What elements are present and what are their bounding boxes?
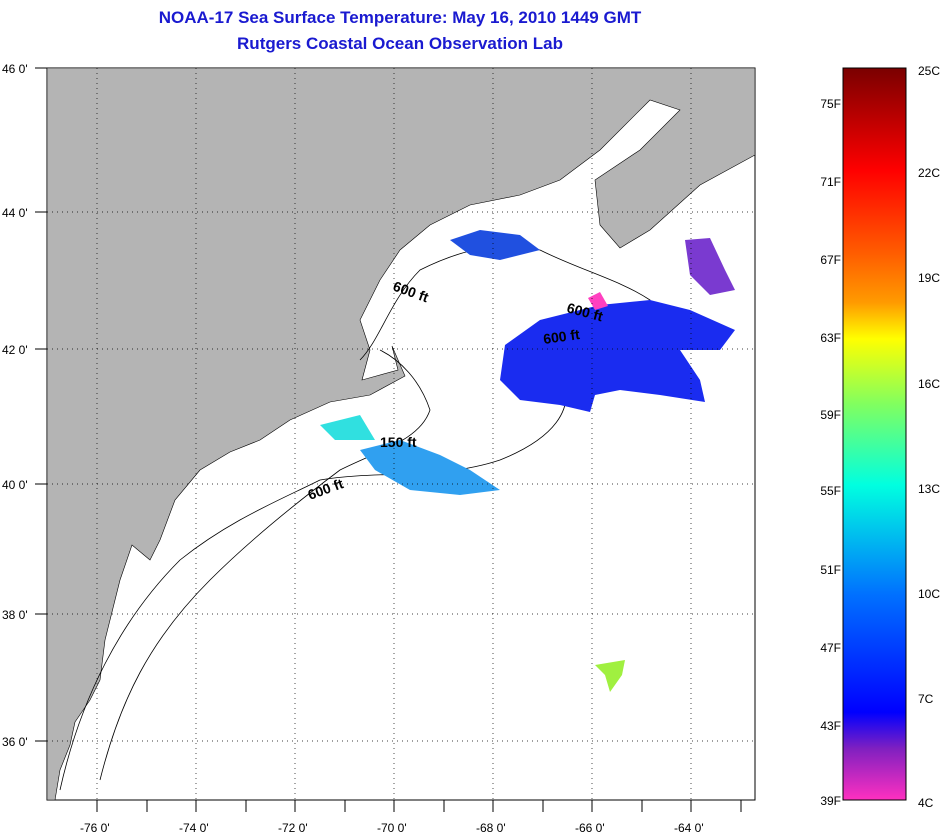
colorbar-f-label: 43F (820, 719, 841, 733)
map-subtitle: Rutgers Coastal Ocean Observation Lab (237, 34, 563, 53)
sst-patch-magenta (588, 292, 608, 310)
lon-label: -72 0' (278, 821, 308, 835)
colorbar-f-label: 55F (820, 484, 841, 498)
land-mass (46, 67, 756, 801)
celsius-labels: 25C 22C 19C 16C 13C 10C 7C 4C (918, 64, 940, 810)
contour-label: 150 ft (380, 434, 417, 450)
colorbar-f-label: 75F (820, 97, 841, 111)
lon-label: -76 0' (80, 821, 110, 835)
colorbar-f-label: 47F (820, 641, 841, 655)
colorbar-c-label: 13C (918, 482, 940, 496)
colorbar-c-label: 22C (918, 166, 940, 180)
colorbar-c-label: 7C (918, 692, 934, 706)
map-title: NOAA-17 Sea Surface Temperature: May 16,… (158, 8, 642, 27)
ticks (35, 67, 742, 812)
colorbar-c-label: 25C (918, 64, 940, 78)
colorbar-c-label: 4C (918, 796, 934, 810)
sst-patch-north (450, 230, 540, 260)
colorbar-f-label: 39F (820, 794, 841, 808)
grid (47, 68, 755, 800)
colorbar-f-label: 59F (820, 408, 841, 422)
lat-label: 36 0' (2, 735, 28, 749)
lat-label: 38 0' (2, 608, 28, 622)
sst-patch-cyan (320, 415, 375, 440)
sst-patch-purple (685, 238, 735, 295)
colorbar-c-label: 19C (918, 271, 940, 285)
contour-label: 600 ft (542, 326, 581, 347)
lat-label: 40 0' (2, 478, 28, 492)
colorbar-c-label: 16C (918, 377, 940, 391)
lon-label: -70 0' (377, 821, 407, 835)
colorbar-f-label: 71F (820, 175, 841, 189)
colorbar-f-label: 63F (820, 331, 841, 345)
longitude-labels: -76 0' -74 0' -72 0' -70 0' -68 0' -66 0… (80, 821, 704, 835)
lon-label: -64 0' (674, 821, 704, 835)
colorbar: 75F 71F 67F 63F 59F 55F 51F 47F 43F 39F … (820, 64, 940, 810)
lat-label: 42 0' (2, 343, 28, 357)
latitude-labels: 46 0' 44 0' 42 0' 40 0' 38 0' 36 0' (2, 62, 28, 749)
lat-label: 44 0' (2, 206, 28, 220)
map-frame (35, 67, 756, 812)
colorbar-c-label: 10C (918, 587, 940, 601)
lat-label: 46 0' (2, 62, 28, 76)
colorbar-f-label: 67F (820, 253, 841, 267)
lon-label: -68 0' (476, 821, 506, 835)
lon-label: -74 0' (179, 821, 209, 835)
sst-patches (320, 230, 735, 692)
sst-patch-cold (500, 300, 735, 412)
fahrenheit-labels: 75F 71F 67F 63F 59F 55F 51F 47F 43F 39F (820, 97, 841, 808)
lon-label: -66 0' (575, 821, 605, 835)
colorbar-f-label: 51F (820, 563, 841, 577)
sst-patch-shelf (360, 440, 500, 495)
isobath-150ft (99, 349, 431, 781)
sst-patch-warm (595, 660, 625, 692)
